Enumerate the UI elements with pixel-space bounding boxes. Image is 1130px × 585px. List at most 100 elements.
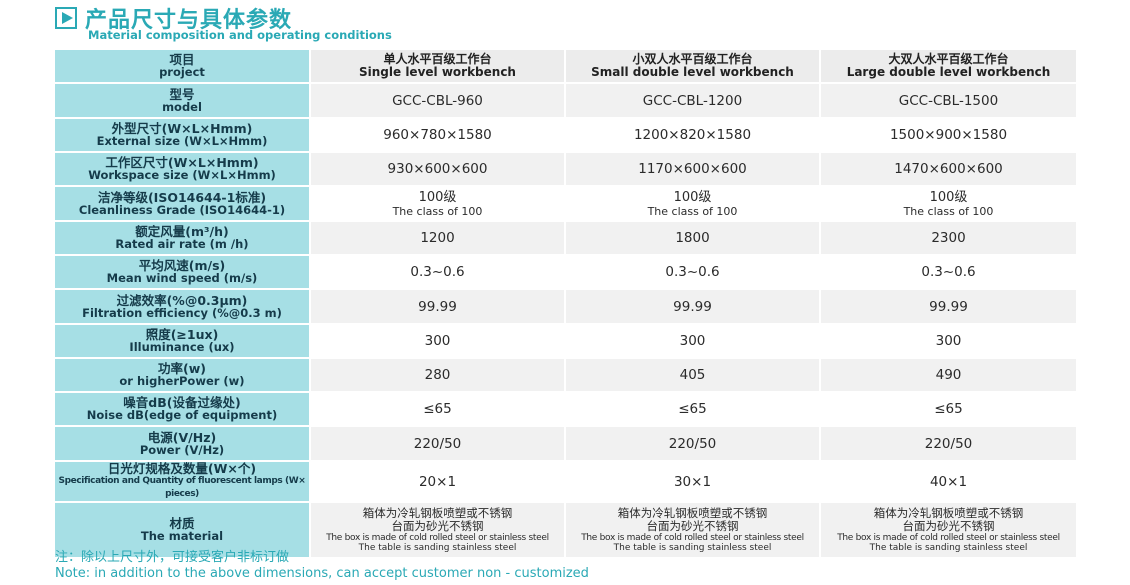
value-cell: 300 — [819, 325, 1076, 357]
value-cell: 99.99 — [309, 290, 564, 323]
value-cell: GCC-CBL-1200 — [564, 84, 819, 117]
table-row: 噪音dB(设备过缘处) Noise dB(edge of equipment) ≤6… — [55, 393, 1076, 425]
value-cell: 960×780×1580 — [309, 119, 564, 151]
row-label-en: Specification and Quantity of fluorescen… — [58, 476, 306, 499]
row-label-en: Illuminance (ux) — [129, 340, 235, 354]
value-cell: 1200×820×1580 — [564, 119, 819, 151]
row-label-zh: 电源(V/Hz) — [147, 429, 217, 445]
material-line-m4: The table is sanding stainless steel — [869, 543, 1028, 553]
table-row: 过滤效率(%@0.3μm) Filtration efficiency (%@0.… — [55, 290, 1076, 323]
value-cell: 930×600×600 — [309, 153, 564, 185]
value-cell: 1470×600×600 — [819, 153, 1076, 185]
material-line-m4: The table is sanding stainless steel — [358, 543, 517, 553]
column-header-zh: 小双人水平百级工作台 — [632, 52, 753, 66]
column-header-zh: 单人水平百级工作台 — [383, 52, 492, 66]
value-cell: 280 — [309, 359, 564, 391]
value-cell: 220/50 — [309, 427, 564, 460]
material-line-m4: The table is sanding stainless steel — [613, 543, 772, 553]
value-cell: 220/50 — [564, 427, 819, 460]
value-line-zh: 100级 — [418, 189, 457, 205]
value-cell: 99.99 — [564, 290, 819, 323]
row-label-en: External size (W×L×Hmm) — [96, 134, 268, 148]
value-line-zh: 100级 — [929, 189, 968, 205]
header-label-zh: 项目 — [169, 52, 195, 67]
material-line-m1: 箱体为冷轧钢板喷塑或不锈钢 — [617, 506, 768, 520]
table-row: 额定风量(m³/h) Rated air rate (m /h) 1200 1800 2… — [55, 222, 1076, 254]
material-line-m2: 台面为砂光不锈钢 — [391, 519, 484, 533]
footnote-zh: 注：除以上尺寸外，可接受客户非标订做 — [55, 550, 290, 565]
row-label-cell: 功率(w) or higherPower (w) — [55, 359, 309, 391]
value-cell: 0.3~0.6 — [309, 256, 564, 288]
spec-table: 项目 project 单人水平百级工作台 Single level workbench… — [55, 48, 1076, 559]
row-label-en: Power (V/Hz) — [139, 442, 225, 457]
row-label-zh: 功率(w) — [158, 361, 206, 376]
row-label-zh: 型号 — [169, 86, 195, 102]
header-label-en: project — [159, 65, 205, 79]
table-row: 电源(V/Hz) Power (V/Hz) 220/50 220/50 220/50 — [55, 427, 1076, 460]
material-line-m1: 箱体为冷轧钢板喷塑或不锈钢 — [873, 506, 1024, 520]
row-label-en: or higherPower (w) — [119, 374, 245, 388]
value-line-zh: 100级 — [673, 189, 712, 205]
row-label-zh: 工作区尺寸(W×L×Hmm) — [105, 155, 259, 170]
row-label-en: Mean wind speed (m/s) — [106, 271, 258, 285]
row-label-cell: 噪音dB(设备过缘处) Noise dB(edge of equipment) — [55, 393, 309, 425]
column-header-zh: 大双人水平百级工作台 — [888, 52, 1009, 66]
column-header: 小双人水平百级工作台 Small double level workbench — [564, 50, 819, 82]
material-cell: 箱体为冷轧钢板喷塑或不锈钢 台面为砂光不锈钢 The box is made of … — [819, 503, 1076, 557]
row-label-cell: 工作区尺寸(W×L×Hmm) Workspace size (W×L×Hmm) — [55, 153, 309, 185]
row-label-en: Cleanliness Grade (ISO14644-1) — [78, 202, 286, 217]
row-label-zh: 平均风速(m/s) — [138, 258, 226, 273]
material-cell: 箱体为冷轧钢板喷塑或不锈钢 台面为砂光不锈钢 The box is made of … — [564, 503, 819, 557]
value-cell: 100级 The class of 100 — [819, 187, 1076, 220]
value-cell: 100级 The class of 100 — [564, 187, 819, 220]
row-label-cell: 日光灯规格及数量(W×个) Specification and Quantity … — [55, 462, 309, 501]
value-cell: 0.3~0.6 — [564, 256, 819, 288]
column-header-en: Small double level workbench — [591, 65, 794, 79]
page-subtitle: Material composition and operating condi… — [88, 28, 392, 42]
row-label-zh: 过滤效率(%@0.3μm) — [116, 292, 248, 308]
table-row: 工作区尺寸(W×L×Hmm) Workspace size (W×L×Hmm) 93… — [55, 153, 1076, 185]
value-cell: 300 — [564, 325, 819, 357]
footnote: 注：除以上尺寸外，可接受客户非标订做 Note: in addition to … — [55, 550, 589, 582]
table-row: 洁净等级(ISO14644-1标准) Cleanliness Grade (ISO… — [55, 187, 1076, 220]
row-label-cell: 洁净等级(ISO14644-1标准) Cleanliness Grade (ISO… — [55, 187, 309, 220]
table-row: 平均风速(m/s) Mean wind speed (m/s) 0.3~0.6 0.3… — [55, 256, 1076, 288]
table-header-row: 项目 project 单人水平百级工作台 Single level workbench… — [55, 50, 1076, 82]
value-line-en: The class of 100 — [903, 204, 994, 218]
value-cell: ≤65 — [564, 393, 819, 425]
material-line-m3: The box is made of cold rolled steel or … — [581, 533, 804, 543]
play-icon — [55, 7, 77, 29]
value-cell: 1800 — [564, 222, 819, 254]
row-label-en: Rated air rate (m /h) — [115, 237, 249, 251]
table-row: 功率(w) or higherPower (w) 280 405 490 — [55, 359, 1076, 391]
value-cell: 1170×600×600 — [564, 153, 819, 185]
row-label-zh: 额定风量(m³/h) — [135, 224, 229, 239]
value-cell: 405 — [564, 359, 819, 391]
value-cell: 300 — [309, 325, 564, 357]
value-cell: 30×1 — [564, 462, 819, 501]
column-header-en: Large double level workbench — [846, 65, 1051, 79]
material-cell: 箱体为冷轧钢板喷塑或不锈钢 台面为砂光不锈钢 The box is made of … — [309, 503, 564, 557]
table-row: 型号 model GCC-CBL-960 GCC-CBL-1200 GCC-CBL-15… — [55, 84, 1076, 117]
row-label-zh: 噪音dB(设备过缘处) — [123, 395, 241, 410]
table-row: 外型尺寸(W×L×Hmm) External size (W×L×Hmm) 960×… — [55, 119, 1076, 151]
row-label-en: Workspace size (W×L×Hmm) — [88, 168, 276, 182]
value-cell: 99.99 — [819, 290, 1076, 323]
row-label-zh: 材质 — [169, 516, 195, 531]
row-label-cell: 照度(≥1ux) Illuminance (ux) — [55, 325, 309, 357]
row-label-cell: 材质 The material — [55, 503, 309, 557]
value-cell: 1500×900×1580 — [819, 119, 1076, 151]
row-label-zh: 日光灯规格及数量(W×个) — [107, 462, 257, 476]
row-label-en: Filtration efficiency (%@0.3 m) — [82, 305, 282, 320]
column-header: 单人水平百级工作台 Single level workbench — [309, 50, 564, 82]
row-label-cell: 型号 model — [55, 84, 309, 117]
value-cell: 0.3~0.6 — [819, 256, 1076, 288]
value-cell: 100级 The class of 100 — [309, 187, 564, 220]
material-line-m2: 台面为砂光不锈钢 — [902, 519, 995, 533]
value-cell: GCC-CBL-1500 — [819, 84, 1076, 117]
column-header-en: Single level workbench — [359, 65, 516, 79]
row-label-cell: 过滤效率(%@0.3μm) Filtration efficiency (%@0.… — [55, 290, 309, 323]
row-label-cell: 额定风量(m³/h) Rated air rate (m /h) — [55, 222, 309, 254]
value-cell: 20×1 — [309, 462, 564, 501]
row-label-en: Noise dB(edge of equipment) — [86, 408, 278, 422]
